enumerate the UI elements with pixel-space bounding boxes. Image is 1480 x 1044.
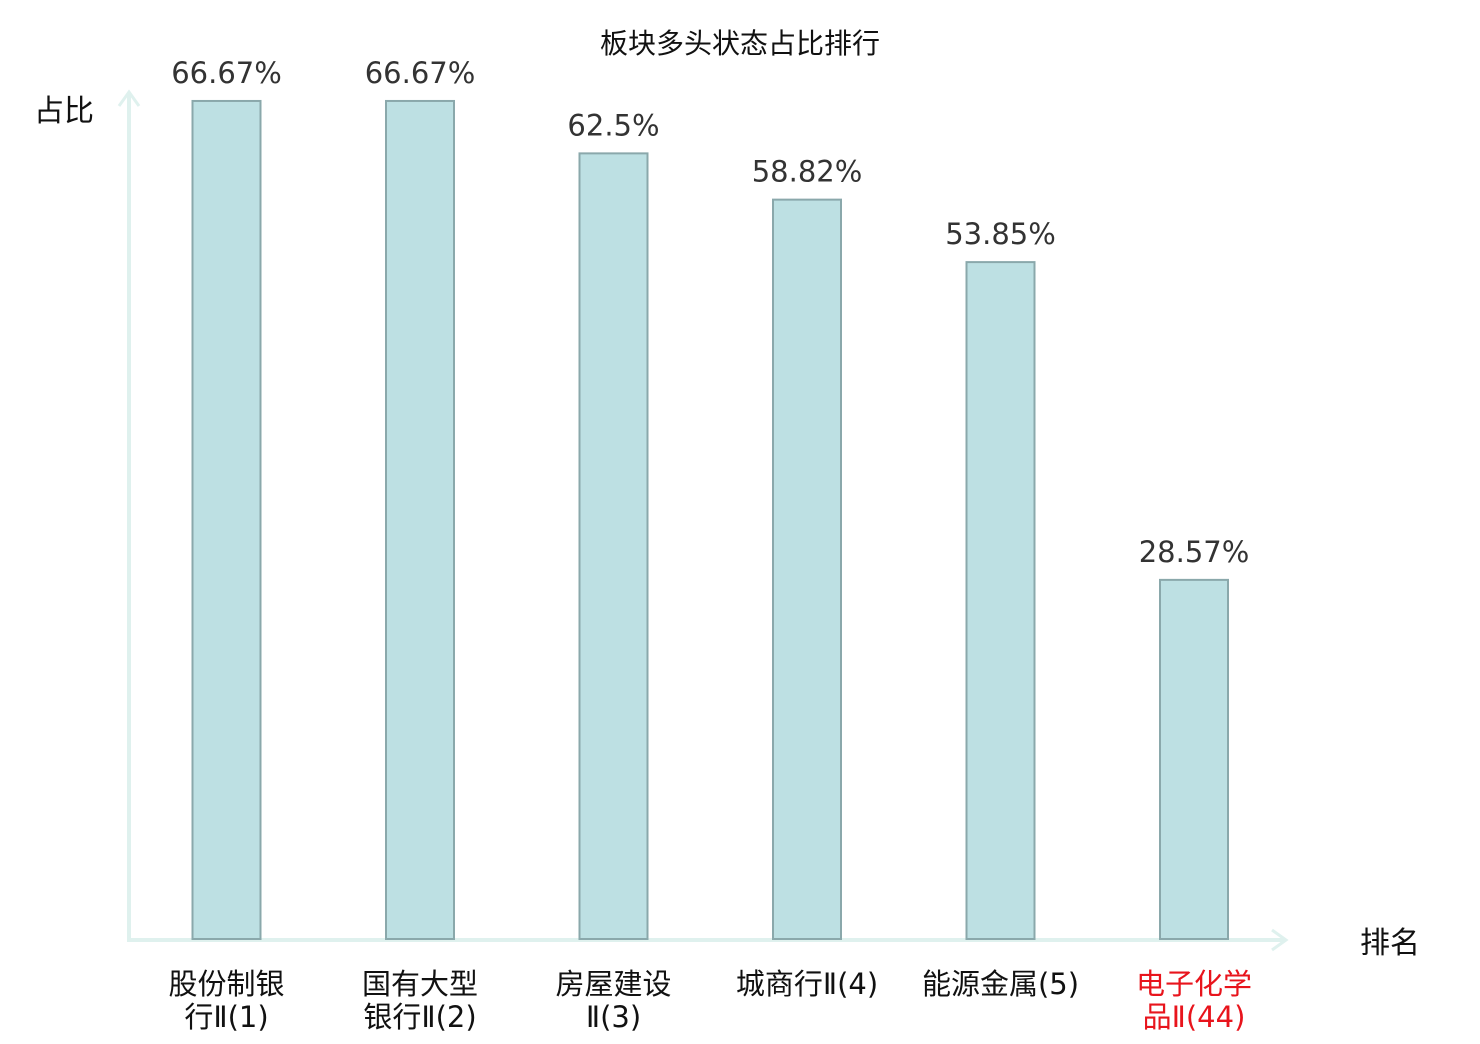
category-label-line: 城商行Ⅱ(4) [736, 967, 878, 1001]
category-label-line: 房屋建设 [555, 967, 671, 1001]
bar-2 [385, 99, 455, 940]
value-label-2: 66.67% [365, 56, 476, 90]
x-axis-label: 排名 [1360, 926, 1420, 961]
value-labels-group: 66.67% 66.67% 62.5% 58.82% 53.85% 28.57% [171, 56, 1249, 569]
bar-6 [1159, 578, 1229, 941]
bar-4 [772, 198, 842, 940]
category-label-line: 能源金属(5) [922, 967, 1079, 1001]
x-axis-arrow [1271, 928, 1289, 952]
category-label-line: 股份制银 [168, 967, 284, 1001]
value-label-5: 53.85% [945, 217, 1056, 251]
category-label-4: 城商行Ⅱ(4) [736, 967, 878, 1001]
category-label-line: 电子化学 [1136, 967, 1252, 1001]
value-label-4: 58.82% [752, 155, 863, 189]
category-label-line: 国有大型 [362, 967, 478, 1001]
chart-title: 板块多头状态占比排行 [600, 27, 880, 60]
category-labels-group: 股份制银行Ⅱ(1) 国有大型银行Ⅱ(2) 房屋建设 Ⅱ(3) 城商行Ⅱ(4) 能源金属(5… [168, 967, 1252, 1034]
bar-3 [578, 152, 649, 940]
y-axis-arrow [117, 89, 141, 107]
category-label-line: Ⅱ(3) [586, 1000, 641, 1034]
bar-5 [965, 261, 1036, 940]
category-label-1: 股份制银行Ⅱ(1) [168, 967, 284, 1034]
bars-group [191, 99, 1229, 941]
y-axis-label: 占比 [34, 94, 94, 129]
category-label-6: 电子化学品Ⅱ(44) [1136, 967, 1252, 1034]
category-label-5: 能源金属(5) [922, 967, 1079, 1001]
bar-1 [191, 99, 262, 940]
category-label-line: 银行Ⅱ(2) [363, 1000, 476, 1034]
category-label-3: 房屋建设 Ⅱ(3) [555, 967, 671, 1034]
category-label-2: 国有大型银行Ⅱ(2) [362, 967, 478, 1034]
value-label-6: 28.57% [1139, 535, 1250, 569]
category-label-line: 行Ⅱ(1) [184, 1000, 268, 1034]
value-label-3: 62.5% [567, 108, 659, 142]
value-label-1: 66.67% [171, 56, 282, 90]
category-label-line: 品Ⅱ(44) [1143, 1000, 1246, 1034]
